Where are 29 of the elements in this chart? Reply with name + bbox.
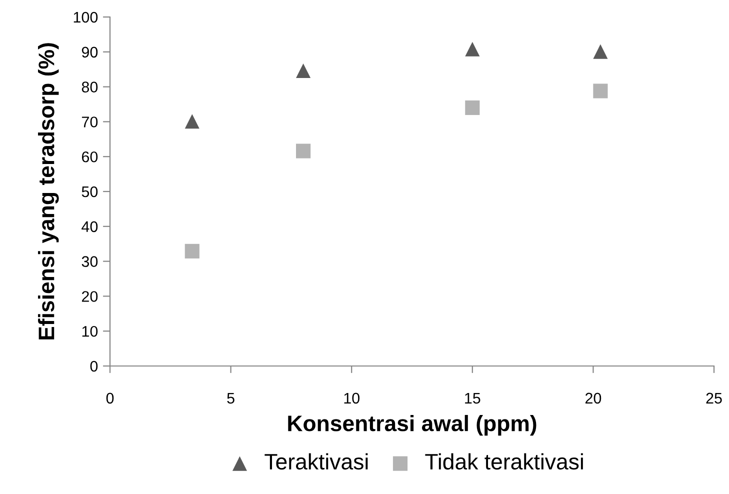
- x-axis-title: Konsentrasi awal (ppm): [288, 414, 536, 436]
- point: [184, 114, 200, 129]
- y-tick-label: 60: [82, 151, 98, 162]
- x-tick-label: 0: [106, 392, 114, 404]
- point: [593, 84, 608, 98]
- y-tick-label: 0: [90, 360, 98, 372]
- point: [465, 100, 480, 116]
- x-tick-label: 15: [465, 392, 480, 404]
- y-tick-label: 10: [82, 326, 98, 337]
- y-tick-label: 30: [82, 256, 98, 267]
- y-tick-label: 40: [82, 221, 98, 232]
- legend-label: Teraktivasi: [264, 453, 368, 470]
- point: [184, 244, 200, 258]
- x-tick-label: 10: [344, 392, 360, 404]
- y-axis-title: Efisiensi yang teradsorp (%): [38, 43, 59, 340]
- point: [296, 144, 311, 158]
- x-tick-label: 25: [706, 392, 722, 404]
- x-tick-label: 5: [227, 392, 234, 404]
- legend-label: Tidak teraktivasi: [425, 453, 583, 470]
- point: [593, 44, 608, 59]
- y-tick-label: 50: [82, 186, 98, 198]
- y-tick-label: 20: [82, 291, 98, 302]
- y-tick-label: 80: [82, 82, 98, 92]
- y-tick-label: 90: [82, 46, 98, 58]
- y-tick-label: 70: [82, 116, 98, 128]
- point: [296, 63, 311, 78]
- y-tick-label: 100: [74, 12, 98, 23]
- point: [465, 42, 480, 56]
- x-tick-label: 20: [585, 392, 602, 404]
